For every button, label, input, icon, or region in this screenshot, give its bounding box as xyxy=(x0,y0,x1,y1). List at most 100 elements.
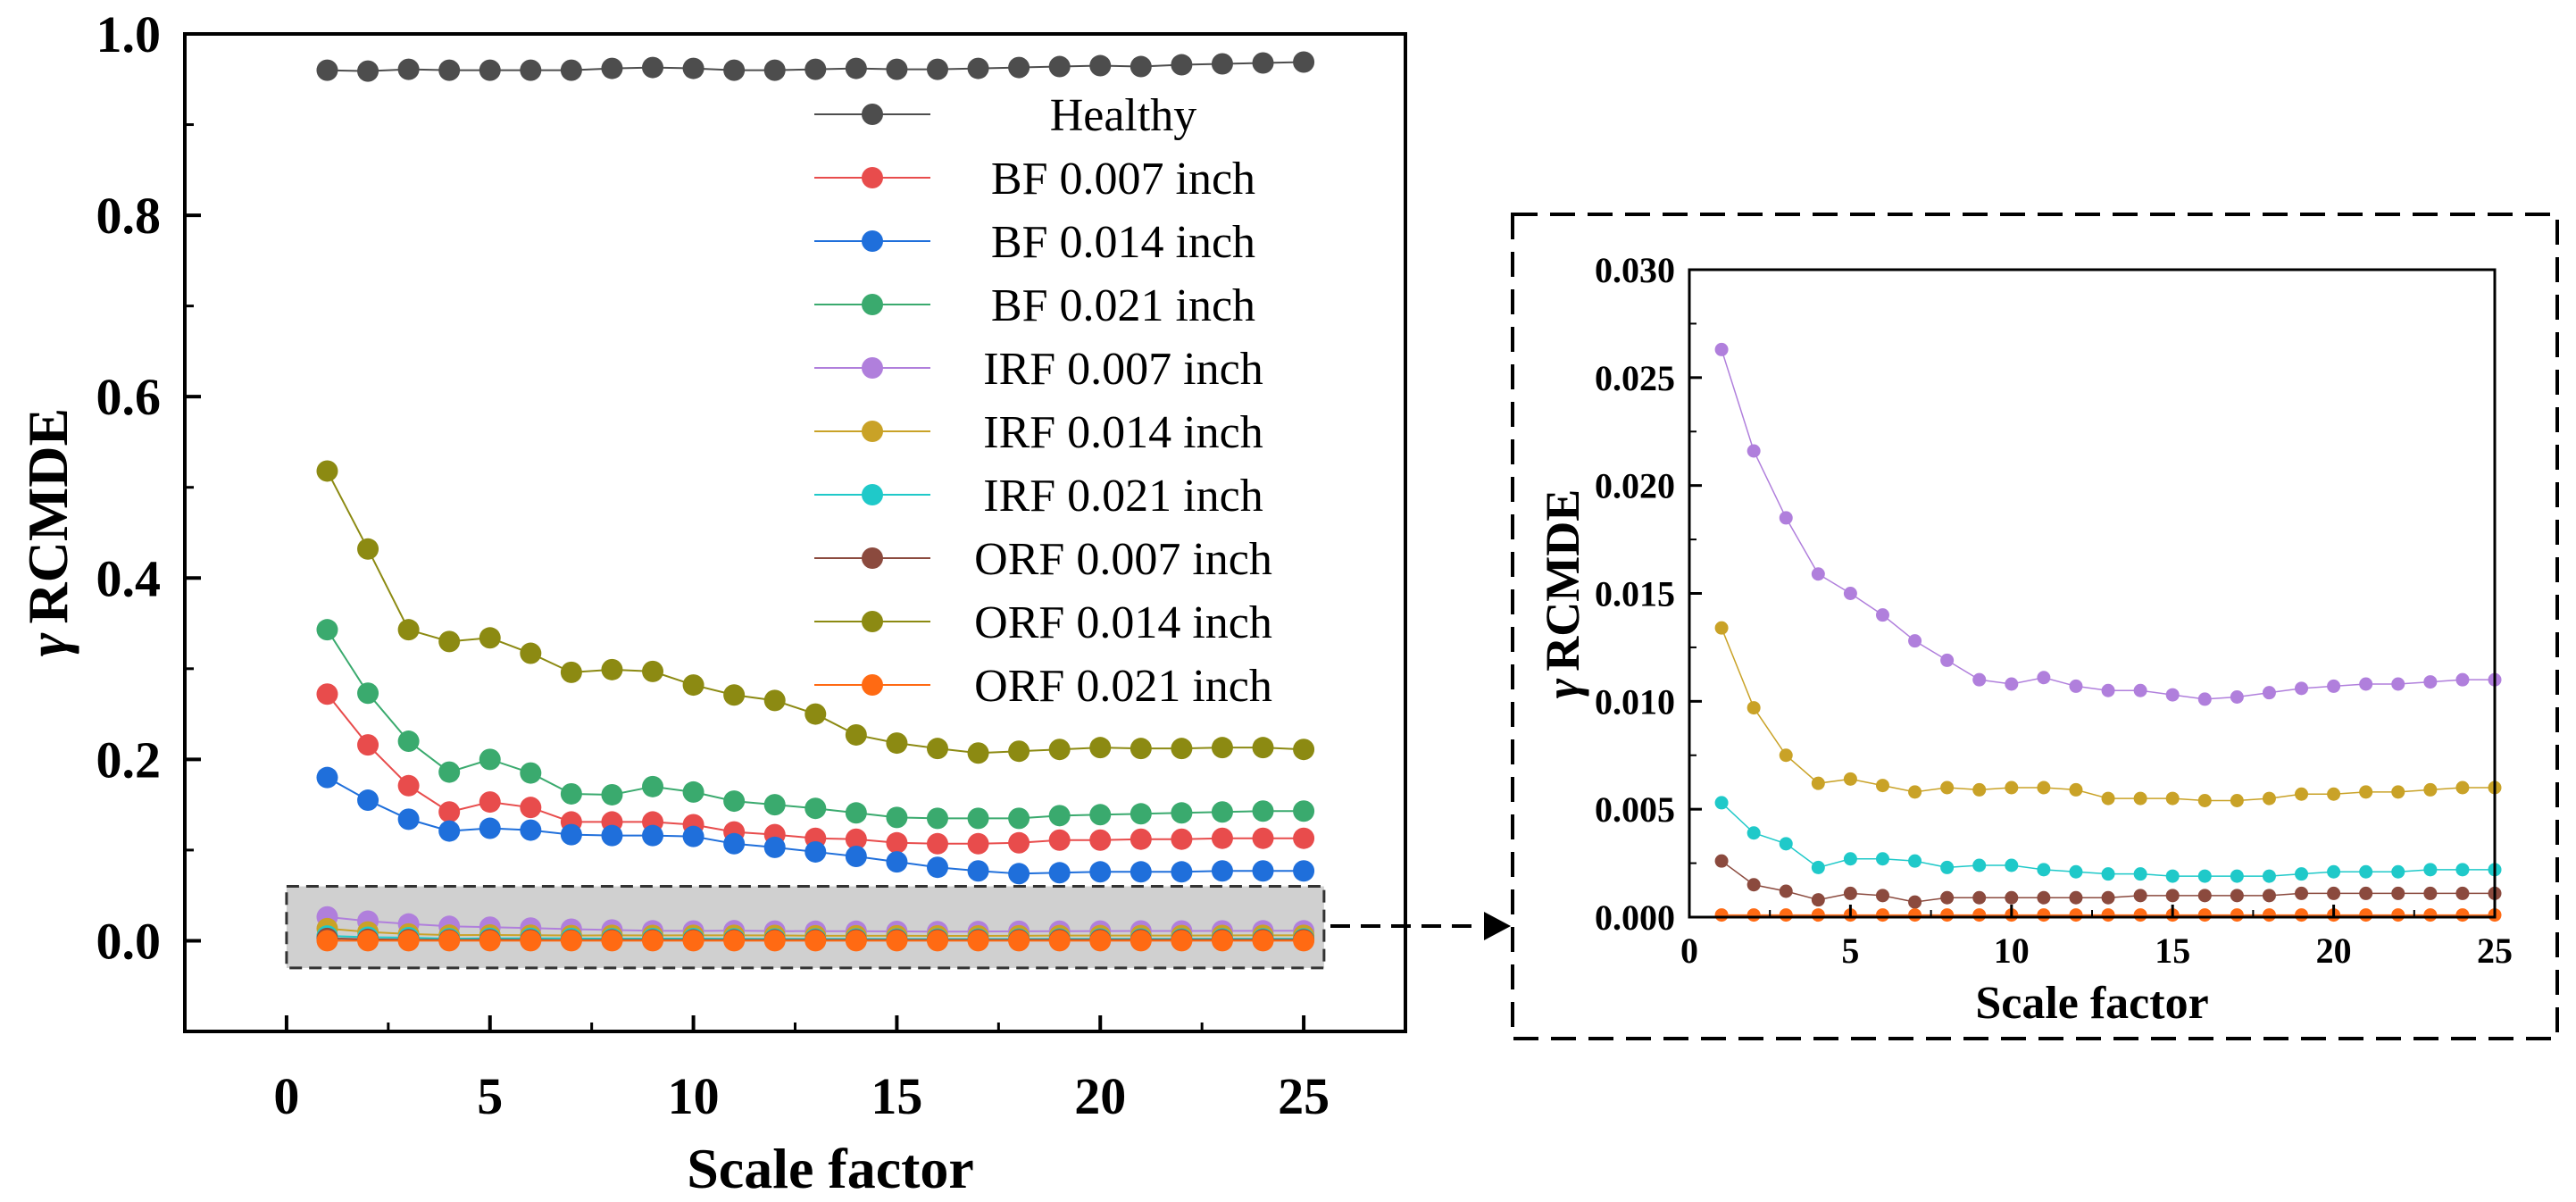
main-point-bf-0-014-inch xyxy=(723,832,746,855)
legend-label-irf-0-007-inch: IRF 0.007 inch xyxy=(983,344,1263,395)
main-point-bf-0-014-inch xyxy=(1171,861,1193,883)
main-point-orf-0-014-inch xyxy=(804,703,827,725)
inset-point-orf-0-007-inch xyxy=(1779,884,1793,898)
inset-point-irf-0-014-inch xyxy=(1972,782,1987,797)
inset-point-irf-0-021-inch xyxy=(1972,858,1987,872)
main-x-tick-label: 15 xyxy=(871,1067,922,1125)
inset-y-tick-label: 0.000 xyxy=(1595,897,1675,938)
inset-point-orf-0-007-inch xyxy=(2165,889,2180,903)
main-x-tick-label: 20 xyxy=(1074,1067,1126,1125)
inset-point-irf-0-007-inch xyxy=(2359,677,2373,691)
main-point-healthy xyxy=(926,58,948,80)
main-point-healthy xyxy=(357,60,379,82)
legend-label-irf-0-014-inch: IRF 0.014 inch xyxy=(983,407,1263,458)
main-chart: 0 5 10 15 20 25 0.0 0.2 0.4 0.6 0.8 1.0 Healthy BF 0… xyxy=(16,5,1407,1200)
inset-point-irf-0-007-inch xyxy=(2327,679,2341,693)
inset-point-orf-0-021-inch xyxy=(1714,908,1729,922)
inset-point-irf-0-007-inch xyxy=(2262,686,2276,700)
main-point-orf-0-021-inch xyxy=(438,930,461,952)
inset-point-irf-0-021-inch xyxy=(2455,863,2470,877)
main-point-orf-0-014-inch xyxy=(1293,739,1315,761)
main-point-bf-0-007-inch xyxy=(845,828,867,850)
main-point-healthy xyxy=(845,57,867,79)
main-point-orf-0-014-inch xyxy=(1130,738,1152,760)
main-point-bf-0-021-inch xyxy=(682,780,704,803)
legend-marker-bf-0-014-inch xyxy=(862,230,883,252)
inset-point-orf-0-007-inch xyxy=(2069,890,2083,905)
zoom-arrow-head xyxy=(1484,912,1511,940)
inset-point-irf-0-014-inch xyxy=(1940,780,1955,795)
inset-point-irf-0-021-inch xyxy=(2327,864,2341,879)
inset-point-irf-0-021-inch xyxy=(2037,863,2051,877)
main-point-bf-0-021-inch xyxy=(1008,807,1030,830)
inset-point-irf-0-007-inch xyxy=(1940,653,1955,667)
main-point-bf-0-007-inch xyxy=(316,683,338,705)
inset-point-irf-0-007-inch xyxy=(1714,342,1729,356)
legend-marker-orf-0-021-inch xyxy=(862,674,883,696)
legend-label-healthy: Healthy xyxy=(1050,90,1197,141)
main-point-orf-0-014-inch xyxy=(397,619,420,641)
main-point-bf-0-007-inch xyxy=(1089,829,1112,851)
main-point-bf-0-007-inch xyxy=(397,774,420,797)
inset-point-orf-0-007-inch xyxy=(1714,854,1729,868)
inset-series-line-irf-0-021-inch xyxy=(1721,802,2495,877)
main-point-bf-0-021-inch xyxy=(438,761,461,783)
inset-point-irf-0-014-inch xyxy=(2197,794,2212,807)
inset-point-irf-0-021-inch xyxy=(1908,854,1922,868)
inset-plot-frame xyxy=(1688,268,2497,919)
main-point-orf-0-021-inch xyxy=(804,930,827,952)
inset-point-orf-0-007-inch xyxy=(2455,886,2470,900)
main-point-healthy xyxy=(1293,51,1315,73)
inset-point-irf-0-007-inch xyxy=(2197,692,2212,706)
main-point-orf-0-014-inch xyxy=(763,689,786,712)
inset-point-irf-0-014-inch xyxy=(2295,787,2309,801)
inset-point-irf-0-007-inch xyxy=(1747,444,1761,458)
inset-point-irf-0-021-inch xyxy=(2197,869,2212,883)
main-point-bf-0-021-inch xyxy=(520,762,542,784)
main-point-healthy xyxy=(804,58,827,80)
inset-point-irf-0-014-inch xyxy=(2262,791,2276,806)
main-point-orf-0-021-inch xyxy=(1211,930,1233,952)
inset-point-irf-0-014-inch xyxy=(2359,785,2373,799)
main-point-healthy xyxy=(560,59,582,81)
main-point-bf-0-007-inch xyxy=(886,831,908,854)
inset-series-line-irf-0-014-inch xyxy=(1721,627,2495,802)
inset-point-irf-0-014-inch xyxy=(2327,787,2341,801)
main-point-bf-0-014-inch xyxy=(1252,860,1274,882)
inset-point-orf-0-007-inch xyxy=(2327,886,2341,900)
inset-point-orf-0-007-inch xyxy=(2295,886,2309,900)
inset-point-irf-0-007-inch xyxy=(2101,683,2115,697)
inset-point-irf-0-021-inch xyxy=(2230,869,2244,883)
main-point-orf-0-014-inch xyxy=(682,674,704,697)
inset-point-irf-0-007-inch xyxy=(1811,567,1825,581)
main-y-axis-label: RCMDE xyxy=(16,408,79,624)
main-point-healthy xyxy=(967,57,989,79)
main-point-healthy xyxy=(1252,52,1274,74)
inset-point-irf-0-014-inch xyxy=(1714,621,1729,635)
inset-point-irf-0-007-inch xyxy=(1972,672,1987,687)
main-y-axis-title: γ RCMDE xyxy=(16,408,79,656)
main-point-orf-0-014-inch xyxy=(357,538,379,560)
main-point-orf-0-021-inch xyxy=(682,930,704,952)
main-point-orf-0-021-inch xyxy=(642,930,664,952)
inset-point-orf-0-021-inch xyxy=(2101,908,2115,922)
main-point-bf-0-021-inch xyxy=(967,807,989,830)
main-point-orf-0-014-inch xyxy=(560,661,582,683)
inset-point-irf-0-014-inch xyxy=(2101,791,2115,806)
main-y-tick-label: 0.4 xyxy=(96,549,162,607)
inset-point-orf-0-007-inch xyxy=(2197,889,2212,903)
main-point-healthy xyxy=(1130,55,1152,78)
main-point-bf-0-021-inch xyxy=(723,790,746,813)
inset-point-orf-0-007-inch xyxy=(1972,890,1987,905)
inset-point-orf-0-007-inch xyxy=(2391,886,2405,900)
inset-point-irf-0-007-inch xyxy=(2165,688,2180,702)
inset-point-orf-0-007-inch xyxy=(2037,890,2051,905)
legend-marker-bf-0-021-inch xyxy=(862,294,883,315)
main-point-healthy xyxy=(601,57,623,79)
main-y-tick-label: 0.0 xyxy=(96,912,162,970)
main-point-healthy xyxy=(682,57,704,79)
inset-point-irf-0-014-inch xyxy=(2230,794,2244,807)
main-point-orf-0-014-inch xyxy=(845,723,867,746)
inset-point-irf-0-007-inch xyxy=(1843,587,1857,600)
inset-x-tick-label: 5 xyxy=(1841,931,1859,971)
